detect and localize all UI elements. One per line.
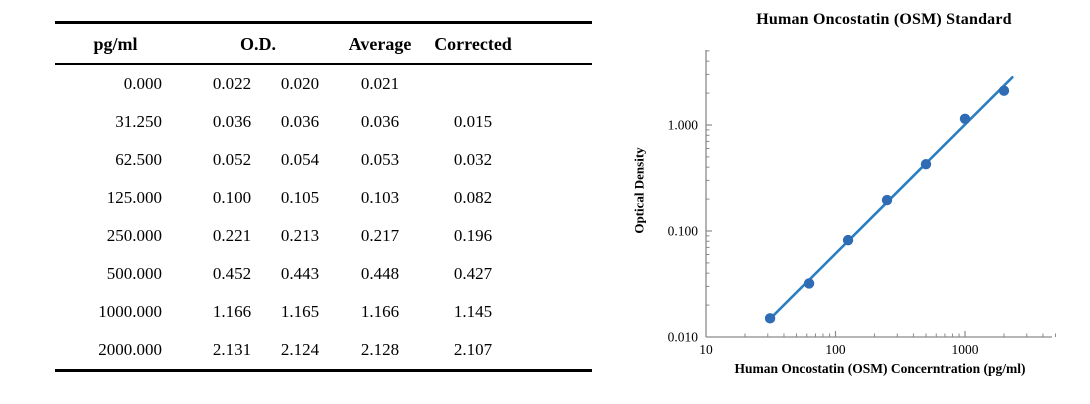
cell-od2: 0.036 — [280, 112, 320, 131]
col-header-corrected: Corrected — [434, 22, 592, 65]
cell-average: 0.021 — [360, 74, 400, 93]
table-row: 125.000 0.100 0.105 0.103 0.082 — [55, 179, 592, 217]
col-header-od: O.D. — [190, 22, 326, 65]
x-tick-label: 1000 — [952, 342, 979, 357]
standard-curve-figure: Human Oncostatin (OSM) Standard Optical … — [618, 0, 1090, 404]
cell-od2: 2.124 — [280, 340, 320, 359]
data-point — [803, 278, 815, 289]
x-tick-label: 100 — [825, 342, 846, 357]
table-row: 250.000 0.221 0.213 0.217 0.196 — [55, 217, 592, 255]
data-point — [764, 313, 776, 324]
cell-corrected: 2.107 — [453, 340, 493, 359]
table-row: 1000.000 1.166 1.165 1.166 1.145 — [55, 293, 592, 331]
data-point — [920, 158, 932, 170]
col-header-average: Average — [326, 22, 434, 65]
cell-od1: 0.452 — [212, 264, 252, 283]
chart-title: Human Oncostatin (OSM) Standard — [756, 11, 1012, 28]
cell-od1: 1.166 — [212, 302, 252, 321]
cell-pgml: 62.500 — [115, 150, 162, 169]
data-point — [881, 194, 893, 206]
cell-average: 0.036 — [360, 112, 400, 131]
table-header-row: pg/ml O.D. Average Corrected — [55, 22, 592, 65]
cell-pgml: 31.250 — [115, 112, 162, 131]
cell-average: 0.448 — [360, 264, 400, 283]
cell-pgml: 0.000 — [123, 74, 162, 93]
cell-corrected: 1.145 — [453, 302, 493, 321]
table-row: 2000.000 2.131 2.124 2.128 2.107 — [55, 331, 592, 371]
cell-od1: 2.131 — [212, 340, 252, 359]
x-tick-label: 10 — [699, 342, 713, 357]
cell-od2: 0.105 — [280, 188, 320, 207]
standard-curve-plot: 10 100 1000 1.000 0.100 0.010 — [668, 50, 1057, 357]
cell-corrected: 0.196 — [453, 226, 493, 245]
cell-corrected: 0.082 — [453, 188, 493, 207]
cell-average: 0.103 — [360, 188, 400, 207]
cell-od2: 0.213 — [280, 226, 320, 245]
standards-table: pg/ml O.D. Average Corrected 0.000 0.022… — [55, 21, 592, 372]
col-header-pgml: pg/ml — [55, 22, 190, 65]
cell-average: 0.217 — [360, 226, 400, 245]
cell-average: 2.128 — [360, 340, 400, 359]
table-row: 62.500 0.052 0.054 0.053 0.032 — [55, 141, 592, 179]
y-tick-label: 1.000 — [668, 118, 699, 133]
cell-od1: 0.221 — [212, 226, 252, 245]
data-point — [998, 85, 1010, 96]
cell-od1: 0.022 — [212, 74, 252, 93]
cell-corrected: 0.427 — [453, 264, 493, 283]
cell-od2: 1.165 — [280, 302, 320, 321]
x-axis-title: Human Oncostatin (OSM) Concerntration (p… — [734, 361, 1026, 376]
table-row: 31.250 0.036 0.036 0.036 0.015 — [55, 103, 592, 141]
data-point — [959, 113, 971, 124]
cell-pgml: 500.000 — [106, 264, 162, 283]
cell-corrected: 0.015 — [453, 112, 493, 131]
cell-pgml: 250.000 — [106, 226, 162, 245]
cell-od2: 0.443 — [280, 264, 320, 283]
table-row: 500.000 0.452 0.443 0.448 0.427 — [55, 255, 592, 293]
cell-pgml: 125.000 — [106, 188, 162, 207]
cell-od2: 0.020 — [280, 74, 320, 93]
cell-od1: 0.052 — [212, 150, 252, 169]
y-tick-label: 0.100 — [668, 224, 699, 239]
cell-corrected — [434, 64, 592, 103]
cell-average: 1.166 — [360, 302, 400, 321]
y-tick-label: 0.010 — [668, 330, 699, 345]
cell-od1: 0.036 — [212, 112, 252, 131]
cell-pgml: 2000.000 — [98, 340, 162, 359]
table-row: 0.000 0.022 0.020 0.021 — [55, 64, 592, 103]
cell-pgml: 1000.000 — [98, 302, 162, 321]
cell-corrected: 0.032 — [453, 150, 493, 169]
data-point — [842, 234, 854, 246]
cell-od1: 0.100 — [212, 188, 252, 207]
cell-average: 0.053 — [360, 150, 400, 169]
cell-od2: 0.054 — [280, 150, 320, 169]
